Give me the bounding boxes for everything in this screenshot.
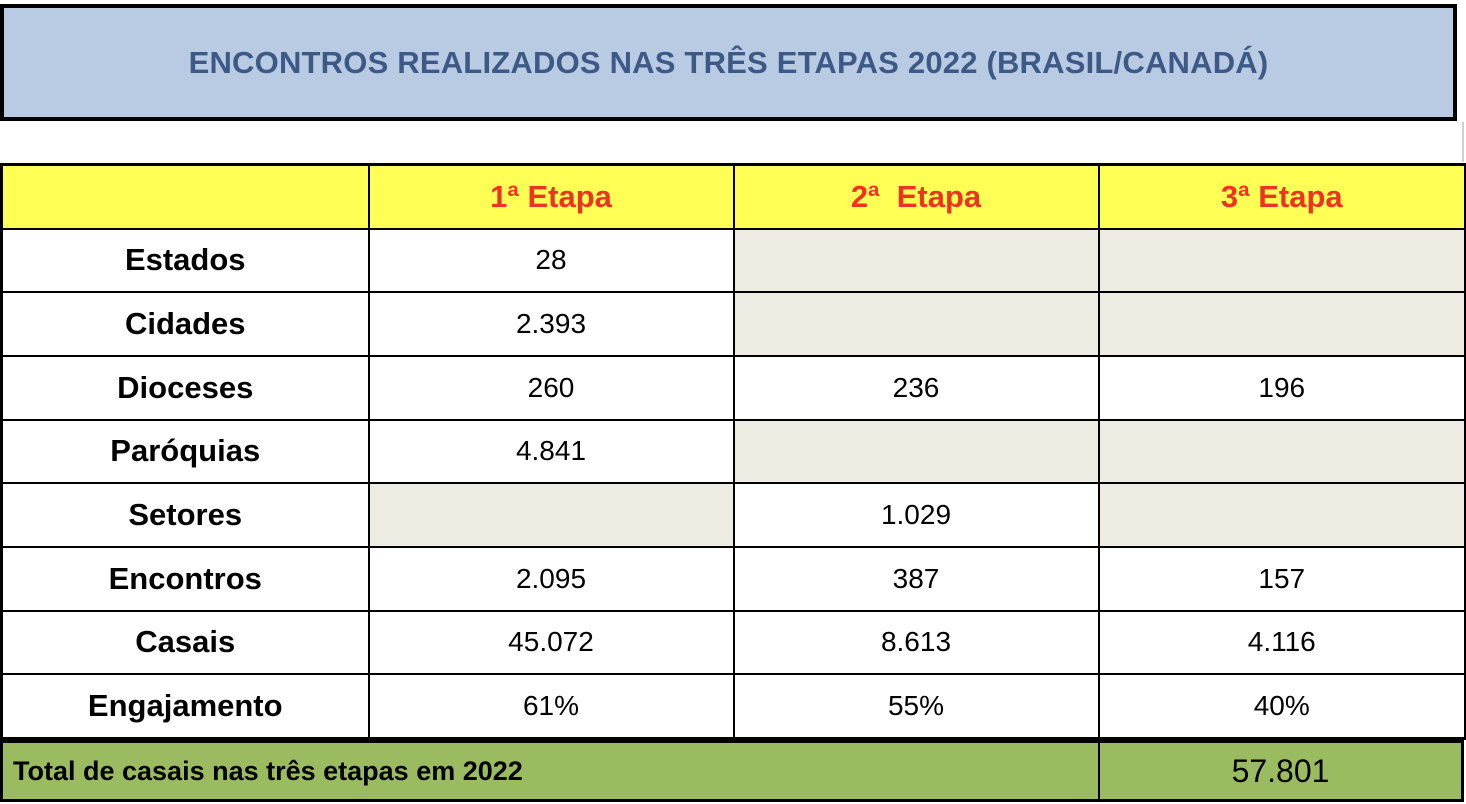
value-cell: 4.116 (1097, 609, 1466, 676)
row-label: Estados (0, 227, 370, 294)
value-cell: 236 (732, 354, 1100, 421)
value-cell: 157 (1097, 545, 1466, 612)
total-row: Total de casais nas três etapas em 2022 … (0, 740, 1464, 802)
grid-divider (1462, 122, 1464, 162)
table-row: Casais 45.072 8.613 4.116 (0, 609, 1466, 676)
row-label: Casais (0, 609, 370, 676)
value-cell: 2.095 (367, 545, 735, 612)
row-label: Engajamento (0, 673, 370, 740)
table-row: Cidades 2.393 (0, 291, 1466, 357)
table-row: Encontros 2.095 387 157 (0, 545, 1466, 612)
value-cell: 55% (732, 673, 1100, 740)
header-stage-3: 3ª Etapa (1097, 163, 1466, 230)
page-title: ENCONTROS REALIZADOS NAS TRÊS ETAPAS 202… (188, 44, 1269, 80)
value-cell: 8.613 (732, 609, 1100, 676)
value-cell: 40% (1097, 673, 1466, 740)
value-cell: 45.072 (367, 609, 735, 676)
value-cell (367, 482, 735, 548)
row-label: Cidades (0, 291, 370, 357)
stats-table: 1ª Etapa 2ª Etapa 3ª Etapa Estados 28 Cida… (0, 163, 1466, 740)
table-row: Engajamento 61% 55% 40% (0, 673, 1466, 740)
header-stage-1: 1ª Etapa (367, 163, 735, 230)
value-cell: 4.841 (367, 418, 735, 485)
value-cell: 2.393 (367, 291, 735, 357)
table-row: Dioceses 260 236 196 (0, 354, 1466, 421)
value-cell: 196 (1097, 354, 1466, 421)
row-label: Setores (0, 482, 370, 548)
total-label: Total de casais nas três etapas em 2022 (3, 743, 1100, 799)
value-cell: 387 (732, 545, 1100, 612)
header-stage-2: 2ª Etapa (732, 163, 1100, 230)
total-value: 57.801 (1231, 752, 1330, 789)
value-cell (1097, 227, 1466, 294)
value-cell (732, 291, 1100, 357)
value-cell (732, 227, 1100, 294)
header-cell-empty (0, 163, 370, 230)
row-label: Encontros (0, 545, 370, 612)
table-row: Estados 28 (0, 227, 1466, 294)
value-cell: 28 (367, 227, 735, 294)
title-banner: ENCONTROS REALIZADOS NAS TRÊS ETAPAS 202… (0, 4, 1457, 121)
row-label: Paróquias (0, 418, 370, 485)
value-cell: 260 (367, 354, 735, 421)
value-cell: 1.029 (732, 482, 1100, 548)
value-cell (1097, 291, 1466, 357)
value-cell: 61% (367, 673, 735, 740)
row-label: Dioceses (0, 354, 370, 421)
value-cell (1097, 418, 1466, 485)
value-cell (1097, 482, 1466, 548)
value-cell (732, 418, 1100, 485)
header-row: 1ª Etapa 2ª Etapa 3ª Etapa (0, 163, 1466, 230)
table-row: Paróquias 4.841 (0, 418, 1466, 485)
table-row: Setores 1.029 (0, 482, 1466, 548)
